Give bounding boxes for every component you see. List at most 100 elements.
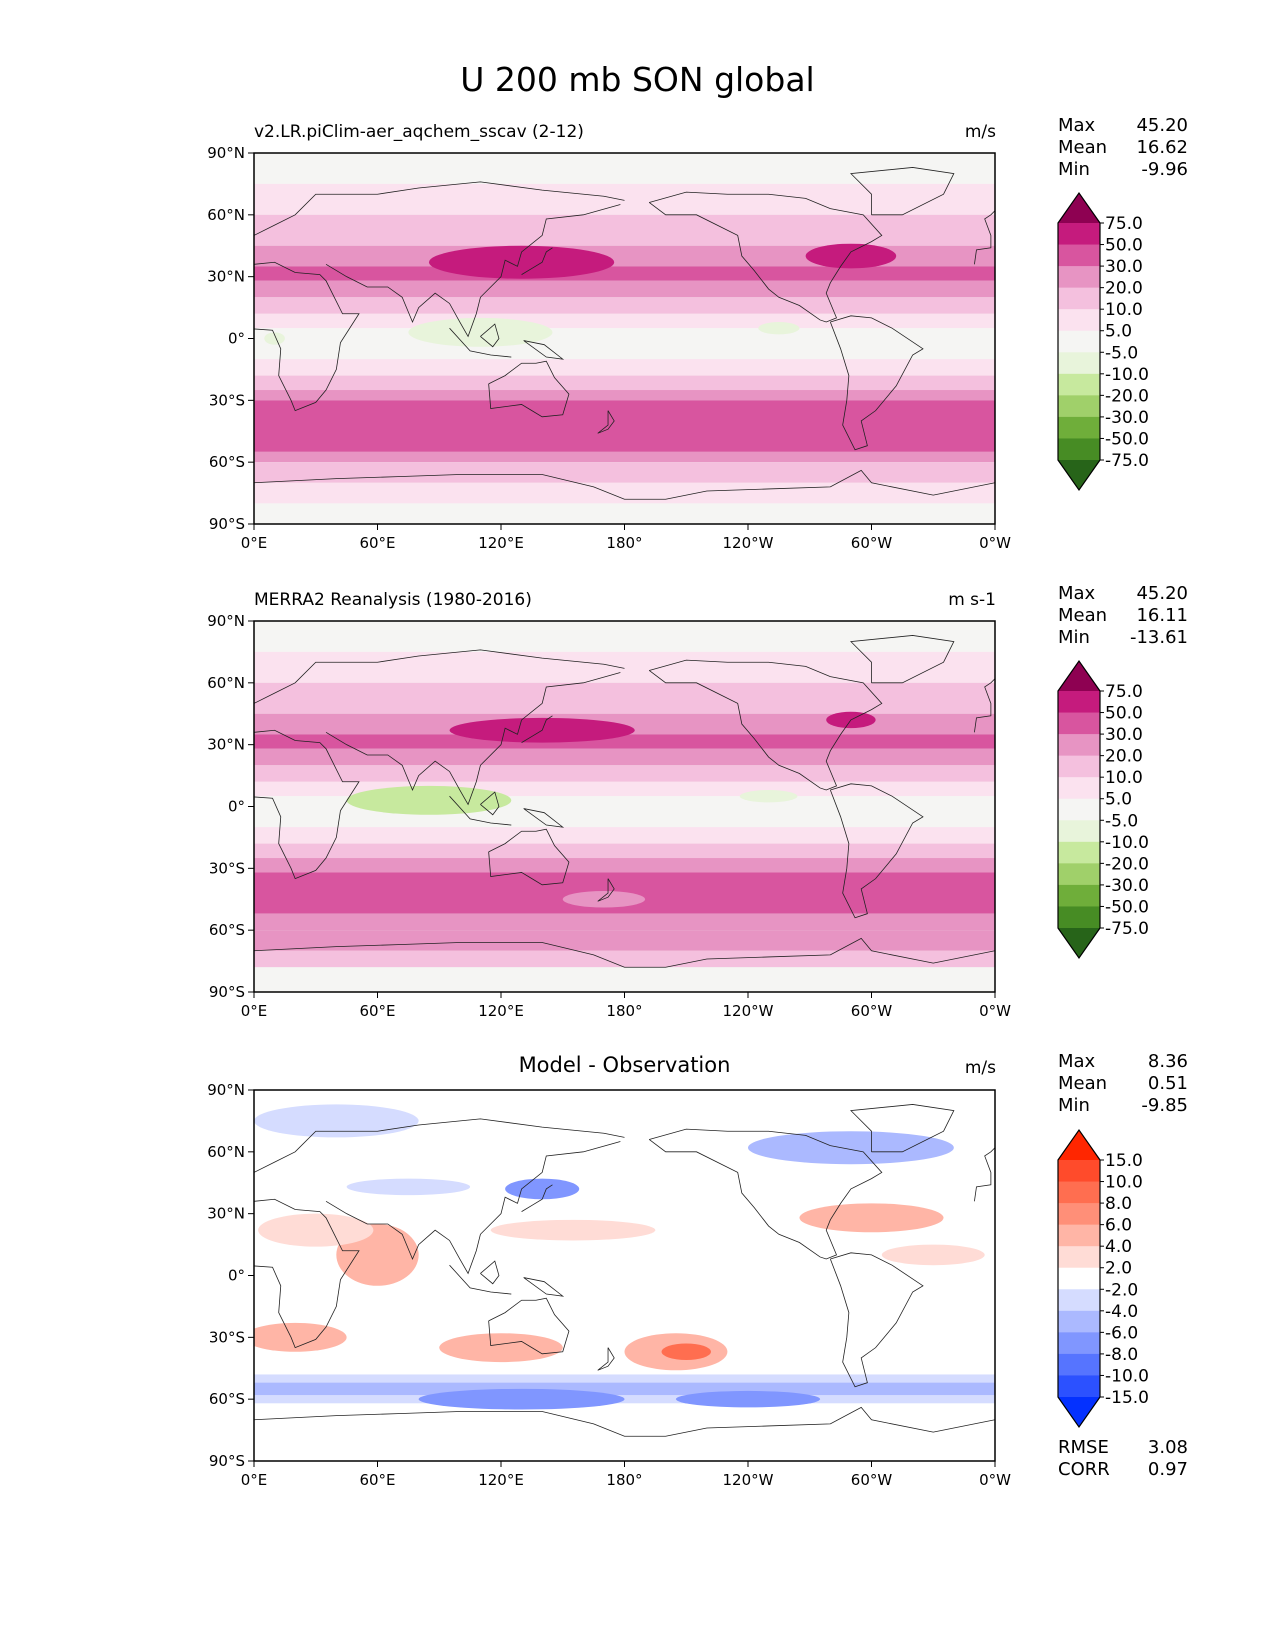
x-tick-label: 120°W	[723, 1471, 774, 1489]
contour-band	[254, 359, 995, 376]
contour-band	[254, 930, 995, 951]
x-tick-label: 120°E	[478, 1471, 524, 1489]
colorbar-segment	[1058, 1181, 1100, 1204]
coastline	[597, 410, 615, 434]
colorbar-segment	[1058, 1246, 1100, 1269]
coastline	[325, 1141, 621, 1275]
y-tick-label: 0°	[228, 1267, 245, 1285]
x-tick-label: 60°W	[851, 1002, 893, 1020]
coastline	[648, 659, 883, 791]
contour-band	[254, 967, 995, 992]
contour-band	[254, 913, 995, 931]
coastline	[521, 247, 553, 275]
colorbar-segment	[1058, 841, 1100, 864]
colorbar-tick-label: 10.0	[1105, 300, 1143, 320]
contour-band	[254, 1382, 995, 1396]
coastline	[850, 635, 955, 684]
colorbar-segment	[1058, 884, 1100, 907]
coastline	[254, 1118, 625, 1173]
colorbar-segment	[1058, 906, 1100, 929]
contour-band	[254, 858, 995, 873]
y-tick-label: 30°S	[209, 391, 245, 409]
map-panel-1: 0°E 60°E 120°E 180° 120°W 60°W 0°W 90°N 60°N 30°N…	[207, 144, 1011, 552]
colorbar-segment	[1058, 1332, 1100, 1355]
contour-band	[254, 713, 995, 735]
contour-field	[254, 621, 995, 992]
contour-blob	[254, 1104, 419, 1138]
contour-blob	[661, 1343, 711, 1361]
coastline	[829, 315, 924, 451]
colorbar-tick-label: -75.0	[1105, 451, 1149, 471]
panel-1-title: v2.LR.piClim-aer_aqchem_sscav (2-12)	[254, 122, 584, 142]
coastline	[597, 878, 615, 902]
x-tick-label: 60°E	[359, 1002, 395, 1020]
y-tick-label: 30°N	[207, 736, 245, 754]
coastline	[254, 469, 995, 500]
coastline	[648, 191, 883, 323]
colorbar-tick-label: 6.0	[1105, 1216, 1132, 1236]
panel-3-stat-rmse: RMSE 3.08	[1058, 1437, 1188, 1458]
colorbar-tick-label: -30.0	[1105, 876, 1149, 896]
colorbar-tick-label: 50.0	[1105, 236, 1143, 256]
coastline	[254, 937, 995, 968]
y-tick-label: 90°N	[207, 612, 245, 630]
x-tick-label: 0°W	[979, 534, 1011, 552]
colorbar-segment	[1058, 863, 1100, 886]
x-tick-label: 180°	[606, 1002, 642, 1020]
contour-band	[254, 214, 995, 246]
colorbar-3: 15.010.08.06.04.02.0-2.0-4.0-6.0-8.0-10.…	[1057, 1128, 1149, 1429]
contour-blob	[428, 245, 615, 279]
panel-1-stat-mean: Mean 16.62	[1058, 137, 1188, 158]
contour-band	[254, 843, 995, 859]
colorbar-segment	[1058, 777, 1100, 800]
contour-band	[254, 153, 995, 184]
coastline	[254, 1198, 360, 1349]
coastline	[488, 828, 570, 886]
colorbar-segment	[1058, 416, 1100, 439]
colorbar-tick-label: -6.0	[1105, 1323, 1138, 1343]
colorbar-segment	[1058, 1267, 1100, 1290]
contour-band	[254, 748, 995, 766]
panel-2-units: m s-1	[948, 590, 996, 610]
coastline	[648, 1128, 883, 1260]
colorbar-segment	[1058, 1310, 1100, 1333]
colorbar-extend-min	[1058, 1397, 1100, 1427]
colorbar-tick-label: 10.0	[1105, 768, 1143, 788]
coastline	[850, 1104, 955, 1153]
contour-band	[254, 313, 995, 329]
colorbar-tick-label: -10.0	[1105, 1366, 1149, 1386]
contour-band	[254, 451, 995, 463]
colorbar-segment	[1058, 330, 1100, 353]
coastline	[488, 360, 570, 418]
y-tick-label: 90°S	[209, 983, 245, 1001]
contour-field	[254, 1090, 995, 1461]
panel-3-stat-corr: CORR 0.97	[1058, 1459, 1188, 1480]
coastline	[254, 729, 360, 880]
panel-3-units: m/s	[964, 1058, 996, 1078]
colorbar-segment	[1058, 712, 1100, 735]
panel-1-stat-min: Min -9.96	[1058, 159, 1188, 180]
contour-band	[254, 390, 995, 401]
contour-band	[254, 682, 995, 714]
coastline	[974, 1147, 995, 1202]
coastline	[829, 1252, 924, 1388]
colorbar-extend-min	[1058, 928, 1100, 958]
coastline	[480, 323, 500, 348]
y-tick-label: 90°S	[209, 1452, 245, 1470]
colorbar-tick-label: 4.0	[1105, 1237, 1132, 1257]
contour-band	[254, 266, 995, 281]
contour-band	[254, 183, 995, 215]
coastline	[597, 1347, 615, 1371]
colorbar-tick-label: 30.0	[1105, 725, 1143, 745]
coastline	[449, 795, 512, 826]
colorbar-tick-label: 5.0	[1105, 322, 1132, 342]
contour-band	[254, 462, 995, 483]
colorbar-segment	[1058, 1289, 1100, 1312]
coastline	[523, 1277, 565, 1297]
colorbar-tick-label: 8.0	[1105, 1194, 1132, 1214]
contour-band	[254, 950, 995, 968]
contour-blob	[258, 1213, 374, 1247]
x-tick-label: 120°W	[723, 534, 774, 552]
coastline	[254, 261, 360, 412]
contour-blob	[408, 317, 553, 347]
